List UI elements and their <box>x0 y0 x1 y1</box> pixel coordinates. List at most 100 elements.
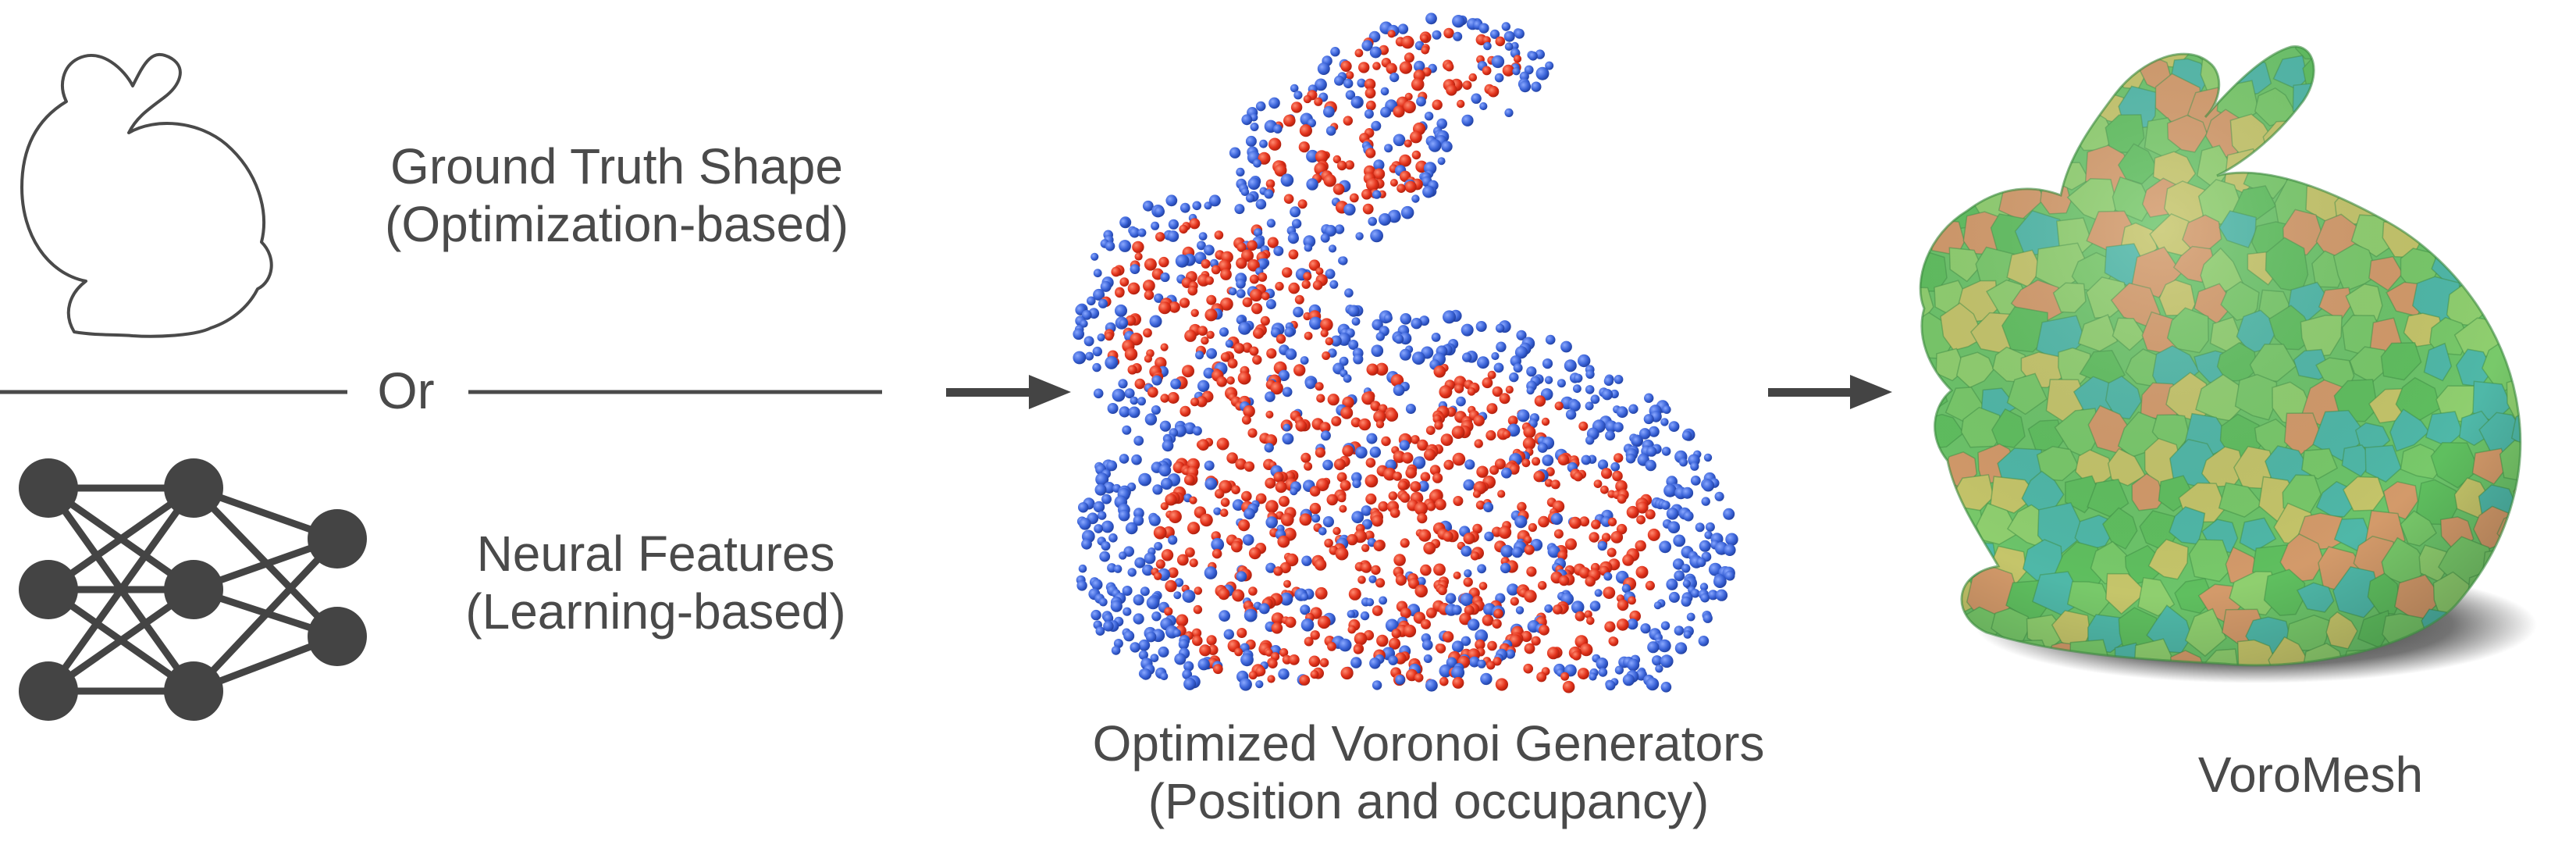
generator-inside-point <box>1119 277 1130 287</box>
generator-outside-point <box>1119 406 1130 418</box>
generator-inside-point <box>1451 426 1465 439</box>
generator-inside-point <box>1316 478 1329 491</box>
generator-outside-point <box>1452 15 1465 28</box>
generator-outside-point <box>1168 219 1179 230</box>
generator-inside-point <box>1320 329 1329 337</box>
generator-inside-point <box>1340 406 1354 419</box>
generator-outside-point <box>1690 476 1701 486</box>
generator-inside-point <box>1261 292 1270 301</box>
generator-outside-point <box>1105 241 1115 251</box>
generator-outside-point <box>1175 254 1189 268</box>
generator-outside-point <box>1105 355 1119 369</box>
generator-outside-point <box>1138 639 1151 651</box>
generator-inside-point <box>1538 515 1550 528</box>
generator-outside-point <box>1119 454 1130 464</box>
generator-outside-point <box>1145 631 1157 643</box>
generator-outside-point <box>1137 397 1146 406</box>
generator-outside-point <box>1468 656 1480 668</box>
generator-inside-point <box>1206 294 1217 305</box>
mesh-cell <box>2404 148 2457 192</box>
generator-inside-point <box>1267 237 1279 248</box>
generator-inside-point <box>1309 486 1321 497</box>
generator-outside-point <box>1511 547 1523 558</box>
generator-outside-point <box>1578 354 1591 368</box>
generator-outside-point <box>1501 467 1512 479</box>
generator-outside-point <box>1204 566 1218 579</box>
generator-inside-point <box>1507 415 1518 426</box>
generator-inside-point <box>1308 655 1321 668</box>
generator-outside-point <box>1093 288 1105 301</box>
generator-inside-point <box>1270 381 1283 395</box>
generator-inside-point <box>1304 462 1313 471</box>
generator-outside-point <box>1560 340 1572 353</box>
generator-outside-point <box>1423 654 1432 663</box>
mesh-cell <box>2019 147 2056 184</box>
generator-outside-point <box>1601 389 1614 401</box>
generator-outside-point <box>1681 596 1692 607</box>
generator-outside-point <box>1290 84 1299 93</box>
mesh-cell <box>1930 547 1970 586</box>
generator-outside-point <box>1370 229 1383 243</box>
generator-outside-point <box>1475 321 1487 332</box>
generator-outside-point <box>1309 316 1322 330</box>
generator-inside-point <box>1335 547 1349 561</box>
generator-inside-point <box>1231 540 1243 553</box>
generator-outside-point <box>1325 126 1336 136</box>
generator-inside-point <box>1364 474 1379 488</box>
generator-outside-point <box>1149 315 1162 328</box>
generator-outside-point <box>1411 351 1425 365</box>
generator-inside-point <box>1533 470 1545 483</box>
generator-inside-point <box>1205 276 1214 285</box>
mesh-cell <box>2446 216 2490 261</box>
generator-inside-point <box>1297 199 1308 209</box>
generator-outside-point <box>1724 544 1736 557</box>
generator-inside-point <box>1233 343 1245 354</box>
generator-inside-point <box>1414 584 1428 598</box>
generator-outside-point <box>1095 472 1109 487</box>
generator-inside-point <box>1347 625 1357 634</box>
generator-outside-point <box>1206 348 1217 359</box>
generator-inside-point <box>1393 554 1406 566</box>
generator-outside-point <box>1668 591 1680 603</box>
mesh-cell <box>2343 46 2392 58</box>
generator-inside-point <box>1444 62 1454 72</box>
generator-inside-point <box>1111 266 1122 277</box>
generator-inside-point <box>1349 193 1359 203</box>
generator-inside-point <box>1124 348 1138 361</box>
generator-inside-point <box>1167 392 1179 404</box>
generator-outside-point <box>1301 555 1312 566</box>
generator-inside-point <box>1161 549 1174 561</box>
generator-inside-point <box>1645 580 1655 591</box>
generator-outside-point <box>1265 299 1276 309</box>
generator-outside-point <box>1701 497 1710 506</box>
generator-inside-point <box>1314 97 1323 106</box>
generator-outside-point <box>1361 40 1373 52</box>
generator-outside-point <box>1110 600 1123 612</box>
generator-inside-point <box>1421 618 1431 629</box>
generator-inside-point <box>1573 472 1583 482</box>
mesh-cell <box>2032 94 2065 126</box>
generator-inside-point <box>1524 544 1535 555</box>
generator-outside-point <box>1273 124 1283 134</box>
generator-inside-point <box>1312 280 1323 290</box>
generator-inside-point <box>1615 479 1628 493</box>
generator-outside-point <box>1131 454 1142 465</box>
generator-outside-point <box>1513 363 1523 373</box>
or-separator-label: Or <box>377 362 435 419</box>
generator-outside-point <box>1265 516 1278 529</box>
generator-inside-point <box>1283 194 1294 204</box>
generator-outside-point <box>1614 665 1624 675</box>
generator-inside-point <box>1393 472 1402 481</box>
generator-outside-point <box>1526 387 1535 395</box>
generator-inside-point <box>1315 267 1324 276</box>
generator-inside-point <box>1486 403 1498 415</box>
generator-inside-point <box>1372 605 1383 616</box>
generator-inside-point <box>1295 419 1308 432</box>
generator-inside-point <box>1494 458 1506 470</box>
generator-outside-point <box>1613 422 1624 433</box>
generator-outside-point <box>1265 562 1276 573</box>
ground-truth-title: Ground Truth Shape <box>390 138 843 194</box>
generator-outside-point <box>1428 139 1442 152</box>
generator-outside-point <box>1368 575 1377 583</box>
generator-outside-point <box>1477 564 1486 574</box>
